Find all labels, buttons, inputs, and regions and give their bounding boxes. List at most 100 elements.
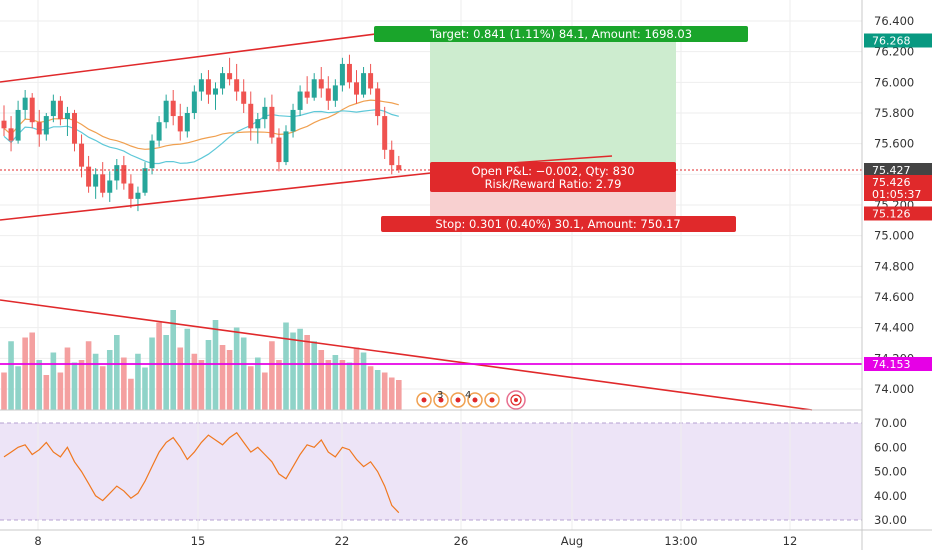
event-count-2: 4 <box>465 390 471 401</box>
pnl-label[interactable]: Open P&L: −0.002, Qty: 830 Risk/Reward R… <box>430 162 676 192</box>
volume-bar <box>339 360 346 410</box>
volume-bar <box>135 353 141 410</box>
candle-body <box>114 165 120 181</box>
volume-bar <box>177 347 184 410</box>
price-tick-label: 74.600 <box>874 290 914 304</box>
candle <box>177 103 183 141</box>
candle <box>396 155 402 173</box>
volume-bar <box>212 320 219 410</box>
price-badge-text: 76.268 <box>872 35 911 48</box>
candle-body <box>64 113 70 120</box>
candle <box>64 106 70 136</box>
event-marker-2[interactable] <box>433 392 449 408</box>
candle <box>248 91 254 141</box>
candle-body <box>389 149 395 166</box>
time-axis[interactable]: 8 15 22 26 Aug 13:00 12 <box>34 534 797 548</box>
price-tick-label: 76.200 <box>874 45 914 59</box>
event-marker-5[interactable] <box>484 392 500 408</box>
price-tick-label: 74.800 <box>874 259 914 273</box>
event-markers[interactable]: 3 4 <box>416 390 526 410</box>
target-zone[interactable] <box>430 41 676 171</box>
candle <box>128 174 134 209</box>
candle <box>149 134 155 175</box>
rsi-tick-label: 60.00 <box>874 440 907 454</box>
volume-bar <box>191 353 198 410</box>
volume-bar <box>163 335 169 410</box>
price-badge-background <box>864 33 932 48</box>
volume-bar <box>374 370 381 410</box>
time-tick-label: 13:00 <box>664 534 697 548</box>
candle <box>93 168 99 199</box>
candle <box>346 54 352 89</box>
candle <box>325 76 331 110</box>
candle-body <box>234 79 240 92</box>
volume-bar <box>346 362 353 410</box>
volume-bar <box>198 360 205 410</box>
candle <box>135 186 141 212</box>
volume-bar <box>318 350 325 410</box>
volume-bar <box>353 347 360 410</box>
candle-body <box>15 109 21 141</box>
candle <box>227 57 233 86</box>
volume-bar <box>8 341 14 410</box>
price-tick-label: 75.000 <box>874 229 914 243</box>
candle-body <box>1 120 7 129</box>
candle-body <box>248 103 254 129</box>
candle-body <box>191 91 197 113</box>
candle <box>354 70 359 104</box>
price-badge-text: 74.153 <box>872 358 911 371</box>
target-label-text: Target: 0.841 (1.11%) 84.1, Amount: 1698… <box>429 27 692 41</box>
candle-body <box>311 79 317 98</box>
volume-bar <box>99 366 106 410</box>
candle <box>50 94 56 123</box>
target-label[interactable]: Target: 0.841 (1.11%) 84.1, Amount: 1698… <box>374 26 748 42</box>
event-marker-1[interactable] <box>416 392 432 408</box>
candle <box>389 140 395 175</box>
price-badge-text: 75.126 <box>872 208 911 221</box>
volume-bar <box>156 322 162 410</box>
price-badge-background <box>864 175 932 189</box>
volume-bar <box>85 341 92 410</box>
volume-bar <box>304 335 310 410</box>
risk-reward-text: Risk/Reward Ratio: 2.79 <box>485 177 622 191</box>
rsi-line <box>3 431 400 514</box>
candle <box>163 94 169 129</box>
price-badge-background <box>864 187 932 201</box>
volume-bar <box>290 332 296 410</box>
candle-body <box>382 116 388 150</box>
volume-bar <box>142 367 148 410</box>
candle <box>205 70 211 104</box>
price-tick-label: 74.400 <box>874 321 914 335</box>
candle-body <box>29 97 35 123</box>
volume-bar <box>367 366 374 410</box>
candle <box>100 162 106 198</box>
volume-trend-line[interactable] <box>0 299 813 411</box>
event-marker-6[interactable] <box>506 390 526 410</box>
price-badge-background <box>864 357 932 371</box>
event-marker-4[interactable] <box>467 392 483 408</box>
channel-lower-line[interactable] <box>0 171 441 221</box>
rsi-panel-background <box>0 423 862 520</box>
volume-bar <box>276 360 282 410</box>
event-marker-3[interactable] <box>450 392 466 408</box>
volume-bar <box>92 353 99 410</box>
price-badge-background <box>864 163 932 177</box>
candle-body <box>269 106 275 138</box>
volume-bar <box>381 372 388 410</box>
rsi-axis[interactable]: 70.00 60.00 50.00 40.00 30.00 <box>874 416 907 527</box>
volume-bar <box>1 372 7 410</box>
volume-bar <box>255 357 261 410</box>
candle-body <box>149 140 155 169</box>
price-badge: 75.426 <box>864 175 932 189</box>
volume-bar <box>247 366 254 410</box>
stop-label[interactable]: Stop: 0.301 (0.40%) 30.1, Amount: 750.17 <box>381 216 736 232</box>
channel-upper-line[interactable] <box>0 26 431 83</box>
candle <box>191 85 197 120</box>
candle-body <box>213 88 218 95</box>
volume-bar <box>325 360 332 410</box>
candle-body <box>79 143 85 167</box>
volume-bar <box>233 327 240 410</box>
candle <box>255 113 261 144</box>
candles <box>1 54 402 212</box>
